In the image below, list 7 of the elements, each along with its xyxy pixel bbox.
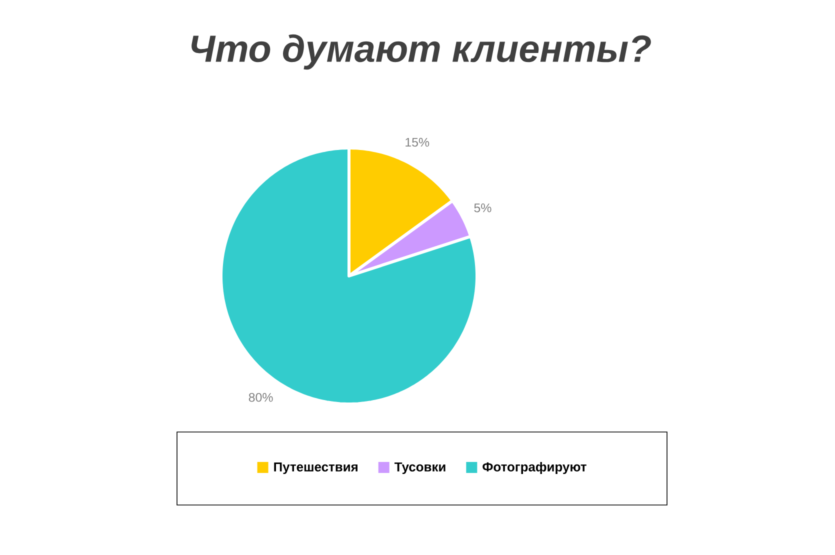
chart-title: Что думают клиенты? <box>192 34 651 70</box>
legend-label: Путешествия <box>274 462 358 474</box>
legend-label: Фотографируют <box>482 462 586 474</box>
data-label: 5% <box>474 204 492 212</box>
data-label: 80% <box>248 392 273 402</box>
data-label: 15% <box>406 138 430 147</box>
legend-label: Тусовки <box>394 462 446 474</box>
